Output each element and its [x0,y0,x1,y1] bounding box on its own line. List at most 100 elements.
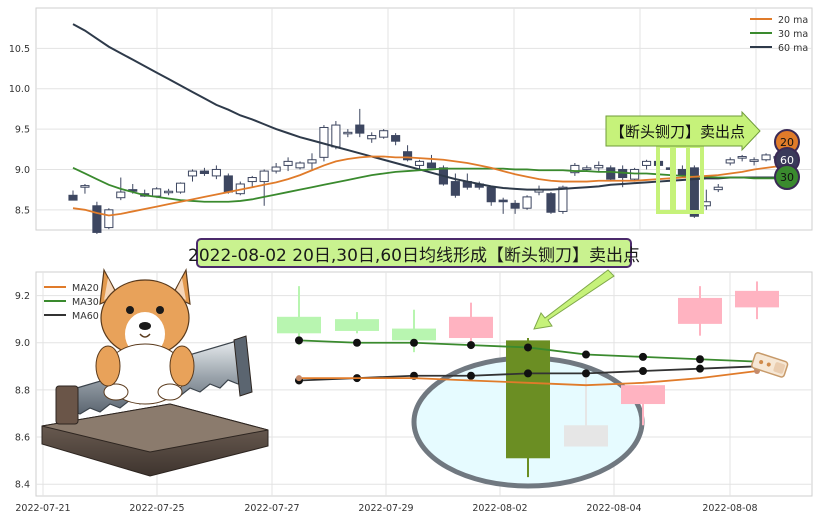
bottom-y-ticks: 8.4 8.6 8.8 9.0 9.2 [15,291,30,491]
bottom-ma30-marker [582,350,590,359]
top-candle-body [486,186,496,203]
top-candle-body [355,124,365,134]
top-legend: 20 ma 30 ma 60 ma [750,15,808,54]
signal-arrow [533,269,615,330]
top-candle-body [761,154,771,161]
top-y-ticks: 8.5 9.0 9.5 10.0 10.5 [9,44,30,216]
signal-title-banner: 2022-08-02 20日,30日,60日均线形成【断头铡刀】卖出点 [188,238,640,268]
top-candle-body [175,182,186,193]
top-candle-body [498,199,508,203]
ma30-badge-label: 30 [780,171,794,184]
top-ma20-line [72,155,779,217]
bottom-ma60-marker [696,364,704,373]
top-candle-body [725,159,735,164]
bottom-x-tick-label: 2022-07-25 [129,503,184,514]
top-candle-body [426,162,437,169]
bottom-ma60-marker [467,371,475,380]
top-candle-body [594,164,604,169]
bottom-chart-panel: 8.48.68.89.09.2 2022-07-21 2022-07-25 2022… [15,268,813,514]
bottom-candle-body [506,340,550,459]
bottom-x-tick-label: 2022-08-04 [586,503,641,514]
bottom-y-tick-label: 8.8 [15,385,30,396]
knife-icon [751,352,789,378]
bottom-y-tick-label: 8.6 [15,433,30,444]
top-ma60-line [72,23,778,191]
bottom-ma30-marker [696,355,704,364]
bottom-candle-body [392,328,436,341]
top-candle-body [283,160,293,166]
top-candle-body [247,177,257,183]
bottom-candle-body [678,297,722,324]
bottom-candle-body [621,385,665,405]
bottom-candle-body [735,290,779,308]
top-candle-body [367,135,377,140]
bottom-moving-averages [295,336,761,387]
bottom-x-tick-label: 2022-08-02 [472,503,527,514]
top-candle-body [510,202,520,209]
top-candle-body [343,131,353,135]
bottom-x-tick-label: 2022-07-29 [358,503,413,514]
top-candle-body [558,186,568,212]
bottom-legend-ma20: MA20 [72,283,99,294]
bottom-legend-ma60: MA60 [72,311,99,322]
top-ma30-line [72,167,778,203]
top-candle-body [164,190,174,194]
top-candle-body [522,196,532,209]
top-y-tick-label: 10.5 [9,44,30,55]
bottom-ma30-marker [295,336,303,345]
bottom-ma30-marker [410,338,418,347]
ma60-badge-label: 60 [780,154,794,167]
bottom-legend: MA20 MA30 MA60 [44,283,99,322]
top-candle-body [582,167,592,170]
top-legend-ma60: 60 ma [778,43,808,54]
bottom-y-tick-label: 9.2 [15,291,30,302]
top-candle-body [116,191,126,199]
top-candle-body [391,135,401,142]
top-candle-body [737,156,747,159]
top-y-tick-label: 9.5 [15,125,30,136]
top-candle-body [199,170,210,174]
ma-badges: 20 60 30 [774,129,800,190]
top-moving-averages [72,23,779,217]
ma20-badge-label: 20 [780,136,794,149]
top-candle-body [379,130,389,138]
top-candle-body [570,164,580,174]
top-candle-body [295,162,305,169]
bottom-candle-body [564,425,608,447]
ma30-badge [774,164,800,190]
top-candle-body [403,151,413,161]
top-candle-body [152,188,162,197]
top-candle-body [80,185,90,188]
bottom-x-tick-label: 2022-07-27 [244,503,299,514]
top-candle-body [307,159,317,164]
top-candle-body [223,175,233,193]
bottom-ma30-marker [524,343,532,352]
top-candle-body [211,168,221,177]
bottom-ma30-marker [467,341,475,350]
top-candle-body [259,170,269,183]
bottom-candles [277,281,779,478]
bottom-ma20-marker [296,375,302,382]
bottom-candle-body [449,316,493,339]
top-candle-body [641,160,652,166]
top-candle-body [749,159,759,162]
bottom-x-tick-label: 2022-07-21 [15,503,70,514]
bottom-ma30-marker [639,352,647,361]
top-legend-ma20: 20 ma [778,15,808,26]
top-candle-body [271,166,281,172]
bottom-legend-ma30: MA30 [72,297,99,308]
bottom-ma30-marker [353,338,361,347]
bottom-candle-body [335,319,379,331]
top-candle-body [187,170,198,177]
bottom-ma60-marker [582,369,590,378]
sell-point-arrow: 【断头铡刀】卖出点 [605,110,761,152]
bottom-x-tick-label: 2022-08-08 [702,503,757,514]
sell-point-label: 【断头铡刀】卖出点 [610,123,745,141]
bottom-ma60-marker [639,367,647,376]
top-candle-body [606,167,616,180]
corgi-illustration [95,268,195,405]
top-legend-ma30: 30 ma [778,29,808,40]
bottom-y-tick-label: 9.0 [15,338,30,349]
top-y-tick-label: 9.0 [15,165,30,176]
